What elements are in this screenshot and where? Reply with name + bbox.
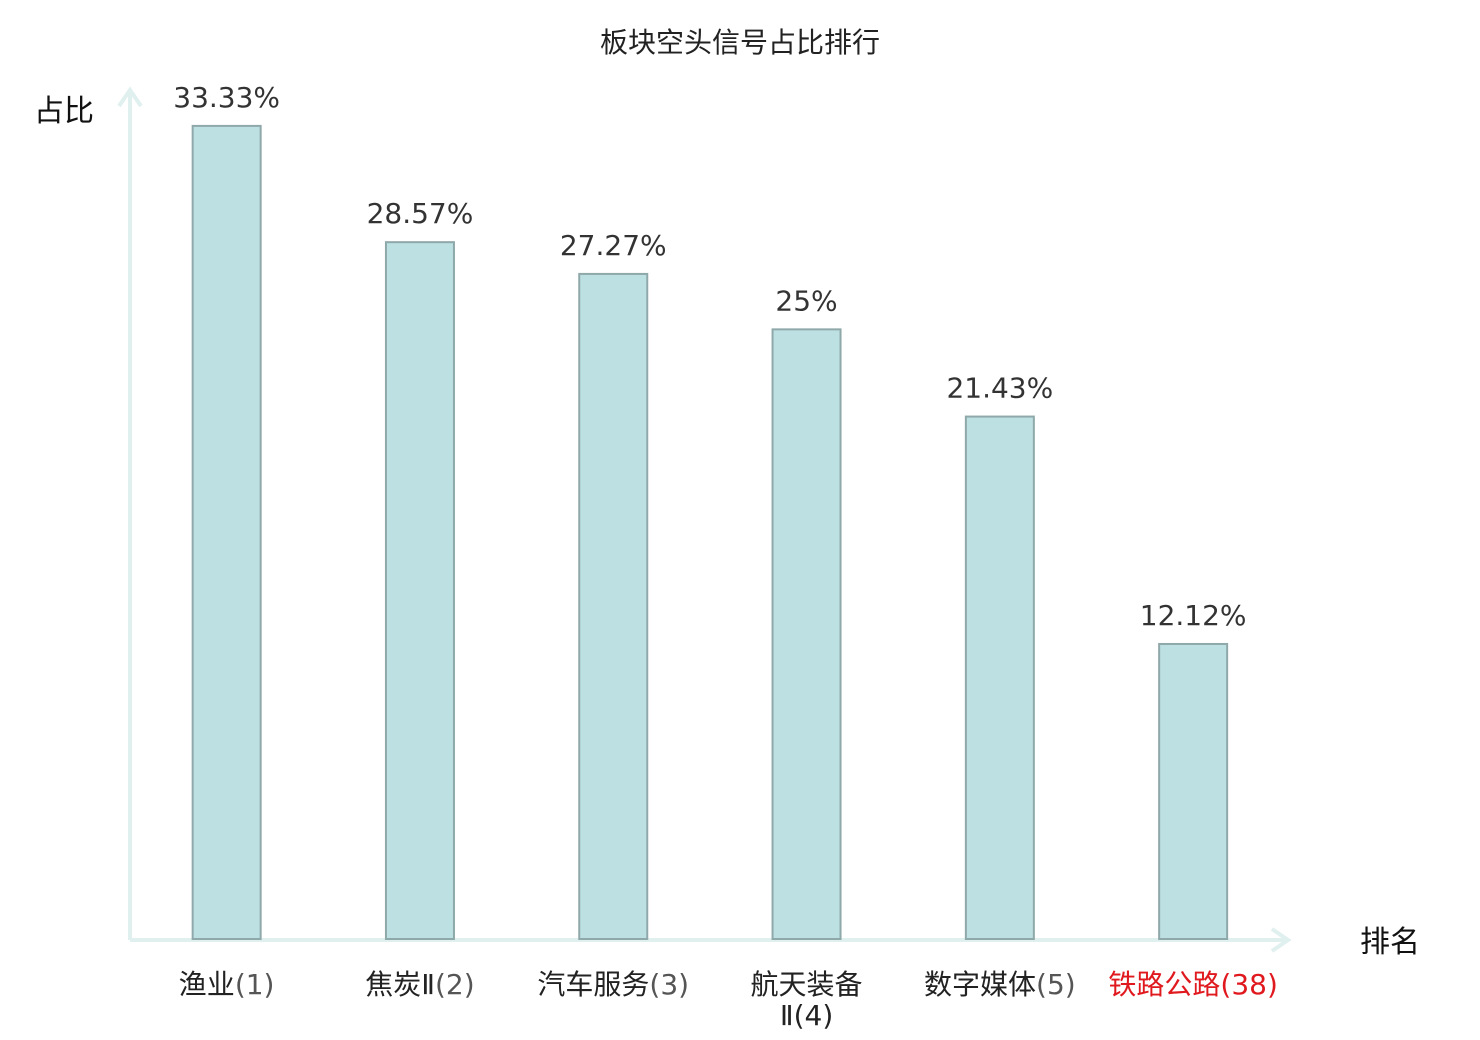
category-label-2: 汽车服务(3)	[537, 968, 689, 1001]
category-name-1: 焦炭Ⅱ	[365, 968, 435, 1001]
category-label-line2-3: Ⅱ(4)	[780, 999, 833, 1032]
y-axis-arrow	[117, 86, 143, 108]
category-label-1: 焦炭Ⅱ(2)	[365, 968, 474, 1001]
category-label-3: 航天装备	[751, 968, 863, 1001]
category-label-0: 渔业(1)	[179, 968, 275, 1001]
axes	[117, 86, 1292, 953]
category-label-5: 铁路公路(38)	[1108, 968, 1278, 1001]
x-axis-label: 排名	[1360, 925, 1420, 960]
category-rank-0: (1)	[235, 968, 275, 1001]
category-rank-1: (2)	[435, 968, 475, 1001]
bar-4	[964, 415, 1035, 940]
category-name-4: 数字媒体	[924, 968, 1036, 1001]
bar-3	[771, 328, 842, 941]
category-name-5: 铁路公路	[1108, 968, 1220, 1001]
category-rank-5: (38)	[1220, 968, 1277, 1001]
value-label-0: 33.33%	[173, 81, 280, 114]
y-axis-label: 占比	[34, 94, 94, 129]
bar-5	[1158, 642, 1229, 940]
category-name-0: 渔业	[179, 968, 235, 1001]
category-rank-2: (3)	[649, 968, 689, 1001]
category-name-2: 汽车服务	[537, 968, 649, 1001]
category-rank-4: (5)	[1036, 968, 1076, 1001]
bar-0	[191, 124, 262, 941]
x-axis-arrow	[1270, 927, 1292, 953]
value-label-2: 27.27%	[560, 229, 667, 262]
value-label-1: 28.57%	[367, 197, 474, 230]
value-label-3: 25%	[775, 284, 837, 317]
value-label-5: 12.12%	[1140, 599, 1247, 632]
category-name-3: 航天装备	[751, 968, 863, 1001]
bars-group	[191, 124, 1229, 941]
category-label-4: 数字媒体(5)	[924, 968, 1076, 1001]
bar-2	[578, 272, 649, 940]
value-label-4: 21.43%	[946, 372, 1053, 405]
value-labels-group: 33.33% 28.57% 27.27% 25% 21.43% 12.12%	[173, 81, 1246, 632]
chart-title: 板块空头信号占比排行	[600, 26, 880, 59]
bar-1	[384, 241, 455, 940]
